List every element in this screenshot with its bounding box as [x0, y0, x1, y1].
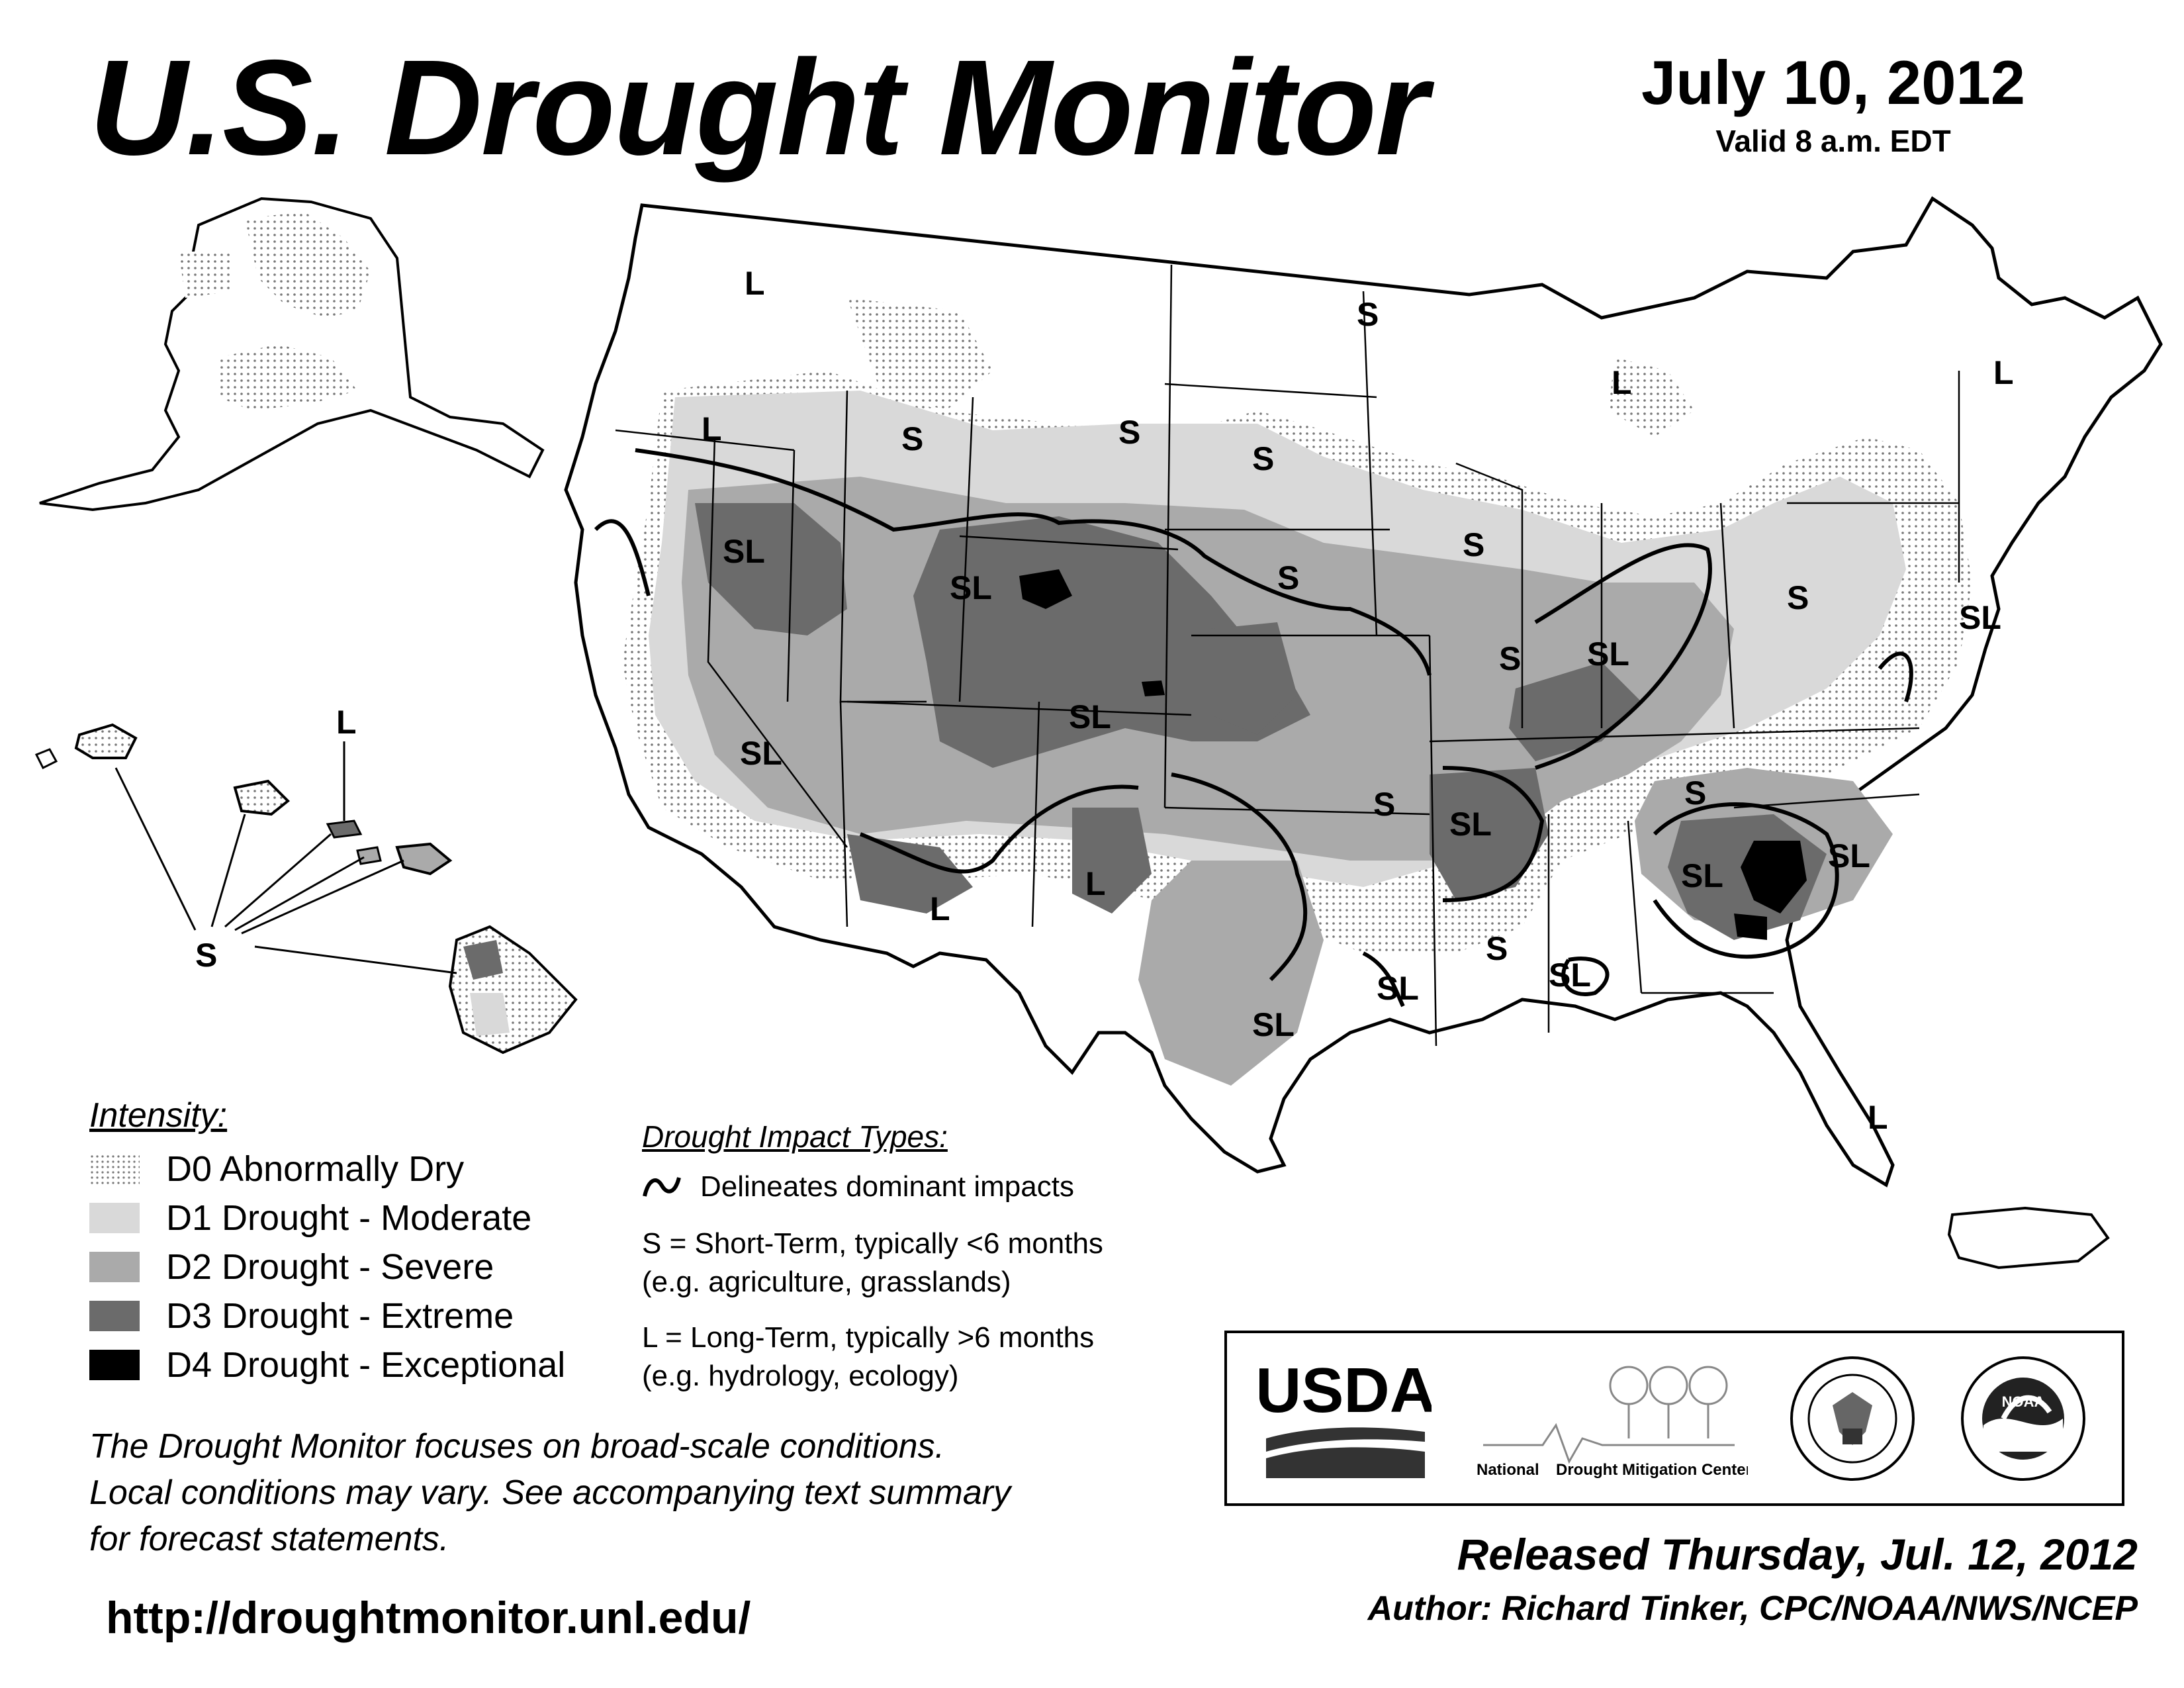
- short-term-line1: S = Short-Term, typically <6 months: [642, 1227, 1103, 1260]
- map-label-s-11: S: [1486, 930, 1508, 967]
- legend-label-d1: D1 Drought - Moderate: [166, 1198, 532, 1238]
- map-label-sl-10: SL: [1377, 970, 1419, 1007]
- map-label-hawaii-s: S: [195, 937, 217, 974]
- map-label-l-4: L: [1993, 354, 2014, 391]
- page-title: U.S. Drought Monitor: [89, 32, 1428, 183]
- map-label-hawaii-l: L: [336, 704, 357, 741]
- ndmc-label-center: Drought Mitigation Center: [1556, 1461, 1748, 1479]
- map-label-l-1: L: [745, 265, 765, 302]
- noaa-label: NOAA: [2002, 1393, 2045, 1410]
- map-label-sl-5: SL: [1252, 1006, 1295, 1043]
- d3-swatch: [89, 1301, 140, 1331]
- map-label-s-10: S: [1684, 774, 1706, 812]
- long-term-line2: (e.g. hydrology, ecology): [642, 1360, 959, 1392]
- map-label-l-2: L: [702, 410, 722, 447]
- delineation-curve-icon: [643, 1177, 681, 1197]
- delineation-label: Delineates dominant impacts: [700, 1170, 1074, 1203]
- impact-types-legend: Drought Impact Types: Delineates dominan…: [642, 1119, 1211, 1395]
- map-label-sl-12: SL: [1959, 599, 2001, 636]
- map-label-s-9: S: [1373, 786, 1395, 823]
- legend-item-d0: D0 Abnormally Dry: [89, 1145, 565, 1194]
- hawaii: S L: [34, 704, 578, 1055]
- conus: SL SL SL SL SL SL SL SL SL SL SL SL S S …: [564, 196, 2163, 1188]
- commerce-seal-icon: [1790, 1356, 1915, 1481]
- map-label-s-8: S: [1787, 579, 1809, 616]
- valid-time: Valid 8 a.m. EDT: [1715, 124, 1951, 158]
- drought-map: S L: [34, 196, 2163, 1270]
- release-date: Released Thursday, Jul. 12, 2012: [1457, 1530, 2138, 1579]
- website-link[interactable]: http://droughtmonitor.unl.edu/: [106, 1593, 751, 1643]
- map-label-s-2: S: [901, 420, 923, 457]
- map-label-sl-9: SL: [1828, 837, 1870, 874]
- map-label-s-1: S: [1357, 296, 1379, 333]
- ndmc-label-national: National: [1477, 1461, 1539, 1479]
- map-label-l-7: L: [1868, 1099, 1888, 1136]
- usda-logo-text: USDA: [1259, 1355, 1432, 1426]
- alaska: [39, 197, 545, 512]
- map-label-s-3: S: [1118, 414, 1140, 451]
- d4-swatch: [89, 1350, 140, 1380]
- note-line3: for forecast statements.: [89, 1520, 449, 1558]
- partner-logos: USDA National Drought Mitigation Center …: [1224, 1331, 2124, 1506]
- map-label-l-5: L: [1085, 865, 1106, 902]
- legend-item-d4: D4 Drought - Exceptional: [89, 1340, 565, 1389]
- map-label-sl-3: SL: [1069, 698, 1111, 735]
- intensity-heading: Intensity:: [89, 1096, 228, 1135]
- legend-item-d2: D2 Drought - Severe: [89, 1243, 565, 1291]
- map-label-s-5: S: [1277, 559, 1299, 596]
- disclaimer-note: The Drought Monitor focuses on broad-sca…: [89, 1423, 1214, 1562]
- map-label-l-3: L: [1612, 364, 1632, 401]
- map-label-sl-11: SL: [1549, 957, 1591, 994]
- short-term-line2: (e.g. agriculture, grasslands): [642, 1266, 1011, 1298]
- ndmc-logo: National Drought Mitigation Center: [1477, 1366, 1748, 1479]
- map-label-sl-6: SL: [1449, 806, 1492, 843]
- impact-heading: Drought Impact Types:: [642, 1119, 948, 1154]
- puerto-rico: [1947, 1206, 2110, 1270]
- legend-item-d3: D3 Drought - Extreme: [89, 1291, 565, 1340]
- map-label-sl-1: SL: [723, 533, 765, 570]
- d0-swatch: [89, 1154, 140, 1184]
- author-credit: Author: Richard Tinker, CPC/NOAA/NWS/NCE…: [1367, 1589, 2138, 1628]
- legend-label-d4: D4 Drought - Exceptional: [166, 1345, 566, 1385]
- map-label-s-4: S: [1252, 440, 1274, 477]
- map-label-s-6: S: [1463, 526, 1484, 563]
- legend-label-d2: D2 Drought - Severe: [166, 1247, 494, 1287]
- delineation-key: Delineates dominant impacts: [642, 1168, 1211, 1206]
- legend-label-d3: D3 Drought - Extreme: [166, 1296, 514, 1336]
- map-label-sl-8: SL: [1681, 857, 1723, 894]
- map-label-l-6: L: [930, 890, 950, 927]
- map-label-sl-7: SL: [1587, 635, 1629, 673]
- noaa-seal-icon: NOAA: [1961, 1356, 2085, 1481]
- map-date: July 10, 2012: [1641, 48, 2026, 117]
- long-term-line1: L = Long-Term, typically >6 months: [642, 1321, 1095, 1354]
- intensity-legend: Intensity: D0 Abnormally Dry D1 Drought …: [89, 1096, 565, 1389]
- d2-swatch: [89, 1252, 140, 1282]
- usda-logo: USDA: [1259, 1355, 1432, 1478]
- map-label-sl-4: SL: [740, 735, 782, 772]
- legend-label-d0: D0 Abnormally Dry: [166, 1149, 465, 1189]
- note-line1: The Drought Monitor focuses on broad-sca…: [89, 1427, 945, 1466]
- legend-item-d1: D1 Drought - Moderate: [89, 1194, 565, 1243]
- map-label-sl-2: SL: [950, 569, 992, 606]
- d1-swatch: [89, 1203, 140, 1233]
- note-line2: Local conditions may vary. See accompany…: [89, 1474, 1011, 1512]
- map-label-s-7: S: [1499, 640, 1521, 677]
